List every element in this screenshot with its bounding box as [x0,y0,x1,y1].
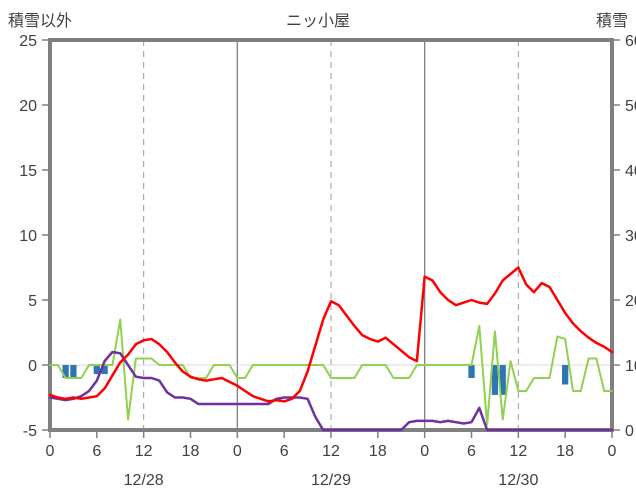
left-axis-tick-label: 5 [28,293,37,310]
precip-bar [499,365,506,395]
x-axis-tick-label: 6 [92,443,101,460]
x-axis-tick-label: 12 [322,443,340,460]
series-line-red [48,266,614,403]
series-line-purple [48,350,614,432]
x-axis-tick-label: 6 [467,443,476,460]
x-axis-tick-label: 0 [46,443,55,460]
x-axis-tick-label: 0 [608,443,617,460]
precip-bar [491,365,499,395]
date-label: 12/29 [311,472,351,489]
x-axis-tick-label: 0 [233,443,242,460]
right-axis-tick-label: 40 [625,163,636,180]
right-axis-tick-label: 0 [625,423,634,440]
left-axis-tick-label: 15 [19,163,37,180]
x-axis-tick-label: 18 [556,443,574,460]
chart-title: ニッ小屋 [285,13,350,30]
series-line-green [49,318,613,426]
left-axis-tick-label: 0 [28,358,37,375]
left-axis-title: 積雪以外 [8,13,73,30]
precip-bar [93,365,100,375]
date-label: 12/28 [124,472,164,489]
x-axis-tick-label: 6 [280,443,289,460]
right-axis-tick-label: 10 [625,358,636,375]
left-axis-tick-label: 20 [19,98,37,115]
left-axis-tick-label: 10 [19,228,37,245]
right-axis-tick-label: 60 [625,33,636,50]
x-axis-tick-label: 12 [509,443,527,460]
right-axis-title: 積雪 [595,13,628,30]
left-axis-tick-label: -5 [23,423,37,440]
right-axis-tick-label: 50 [625,98,636,115]
right-axis-tick-label: 20 [625,293,636,310]
precip-bar [70,365,77,378]
x-axis-tick-label: 18 [369,443,387,460]
precip-bar [101,365,108,375]
precip-bar [468,365,475,378]
x-axis-tick-label: 12 [135,443,153,460]
x-axis-tick-label: 18 [182,443,200,460]
left-axis-tick-label: 25 [19,33,37,50]
date-label: 12/30 [498,472,538,489]
precip-bar [562,365,569,385]
x-axis-tick-label: 0 [420,443,429,460]
precip-bar [62,365,69,378]
right-axis-tick-label: 30 [625,228,636,245]
